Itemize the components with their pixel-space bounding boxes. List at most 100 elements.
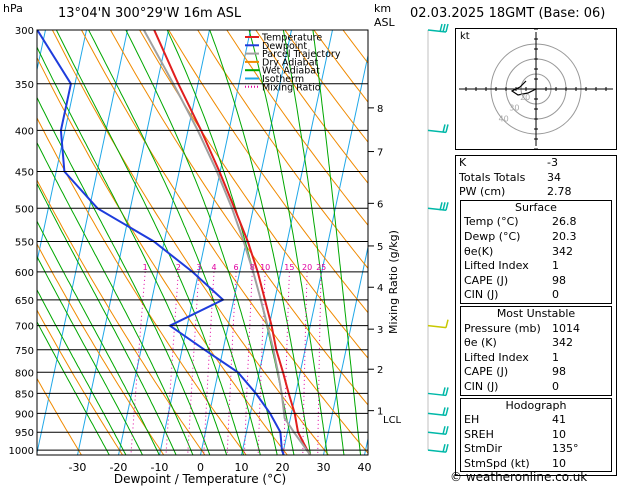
wet-adiabat-line [37,320,110,455]
surface-box: Surface Temp (°C) 26.8 Dewp (°C) 20.3 θe(K) 3… [460,199,612,304]
row-value: 10 [552,427,566,441]
mixing-ratio-label: 6 [234,263,239,272]
mixing-ratio-line [203,271,215,455]
row-label: StmDir [464,442,503,456]
x-tick-label: 10 [234,461,248,474]
row-value: 26.8 [552,215,577,229]
x-tick-label: 30 [316,461,330,474]
most-unstable-title: Most Unstable [496,306,576,320]
row-label: PW (cm) [459,185,506,199]
indices-table: K -3 Totals Totals 34 PW (cm) 2.78 Surface Te… [455,155,617,477]
wind-barbs [427,23,449,453]
row-value: 342 [552,244,573,258]
legend-label: Mixing Ratio [262,82,321,93]
hodograph-ring-label: 40 [499,114,509,123]
row-label: CAPE (J) [464,273,509,287]
row-label: Dewp (°C) [464,229,521,243]
pressure-tick-label: 950 [15,428,34,439]
hodograph-ring-label: 20 [520,93,530,102]
hodograph-table-title: Hodograph [505,398,567,412]
legend-label: Dewpoint [262,41,307,52]
table-row: CAPE (J) 98 [461,274,611,289]
pressure-tick-label: 700 [15,322,34,333]
isotherm-line [77,30,169,455]
mixing-ratio-label: 20 [302,263,312,272]
hpa-axis-label: hPa [3,2,23,15]
isotherm-line [323,244,368,455]
table-row: StmDir 135° [461,442,611,457]
row-value: 34 [547,170,561,184]
row-value: 20.3 [552,229,577,243]
table-row: θe (K) 342 [461,336,611,351]
pressure-tick-label: 500 [15,204,34,215]
table-row: PW (cm) 2.78 [456,185,616,200]
legend-label: Temperature [261,33,322,44]
mixing-ratio-label: 4 [211,263,216,272]
row-value: 1014 [552,321,580,335]
row-value: 10 [552,456,566,470]
pressure-tick-label: 800 [15,368,34,379]
wind-barb [427,426,449,435]
wind-barb [427,202,449,212]
mixing-ratio-label: 10 [260,263,270,272]
hodograph-box: Hodograph EH 41 SREH 10 StmDir 135° StmSpd (kt… [460,397,612,473]
table-row: Lifted Index 1 [461,351,611,366]
pressure-tick-label: 400 [15,126,34,137]
legend-label: Isotherm [262,74,304,85]
pressure-tick-label: 350 [15,80,34,91]
pressure-tick-label: 300 [15,26,34,37]
x-tick-label: 0 [197,461,204,474]
row-label: EH [464,413,480,427]
table-row: Temp (°C) 26.8 [461,215,611,230]
pressure-tick-label: 900 [15,409,34,420]
dry-adiabat-line [197,30,368,270]
hodograph-trace [510,80,537,96]
mixing-ratio-line [302,271,308,455]
height-tick-label: 4 [377,283,383,294]
height-tick-label: 8 [377,104,383,115]
row-value: 135° [552,442,579,456]
legend-label: Dry Adiabat [262,57,319,68]
mixing-ratio-label: 2 [176,263,181,272]
mixing-ratio-line [165,271,179,455]
wind-barb [427,443,449,453]
wet-adiabat-line [37,46,228,455]
mixing-ratio-line [130,271,146,455]
height-tick-label: 5 [377,242,383,253]
mixing-ratio-label: 25 [316,263,326,272]
mixing-ratio-line [317,271,322,455]
table-row: Pressure (mb) 1014 [461,322,611,337]
dry-adiabat-line [255,30,368,184]
most-unstable-box: Most Unstable Pressure (mb) 1014 θe (K) 342… [460,305,612,396]
table-row: Lifted Index 1 [461,259,611,274]
row-value: 41 [552,413,566,427]
row-label: Lifted Index [464,259,529,273]
dry-adiabat-line [284,30,368,143]
x-tick-label: -30 [68,461,86,474]
height-tick-label: 3 [377,325,383,336]
surface-title: Surface [515,200,557,214]
isotherm-line [364,436,368,455]
table-row: Totals Totals 34 [456,171,616,186]
row-label: Pressure (mb) [464,321,541,335]
mixing-ratio-axis-label: Mixing Ratio (g/kg) [387,230,400,334]
x-tick-label: -10 [150,461,168,474]
row-value: 0 [552,288,559,302]
table-row: K -3 [456,156,616,171]
row-label: StmSpd (kt) [464,456,530,470]
dry-adiabat-line [226,30,368,226]
row-value: 342 [552,336,573,350]
isotherm-line [159,30,251,455]
legend-label: Parcel Trajectory [262,49,341,60]
row-value: 2.78 [547,185,572,199]
table-row: θe(K) 342 [461,245,611,260]
wind-barb [427,23,449,33]
pressure-tick-label: 550 [15,238,34,249]
row-value: 1 [552,350,559,364]
legend-label: Wet Adiabat [262,66,320,77]
row-label: K [459,156,467,169]
table-row: SREH 10 [461,428,611,443]
pressure-tick-label: 600 [15,268,34,279]
